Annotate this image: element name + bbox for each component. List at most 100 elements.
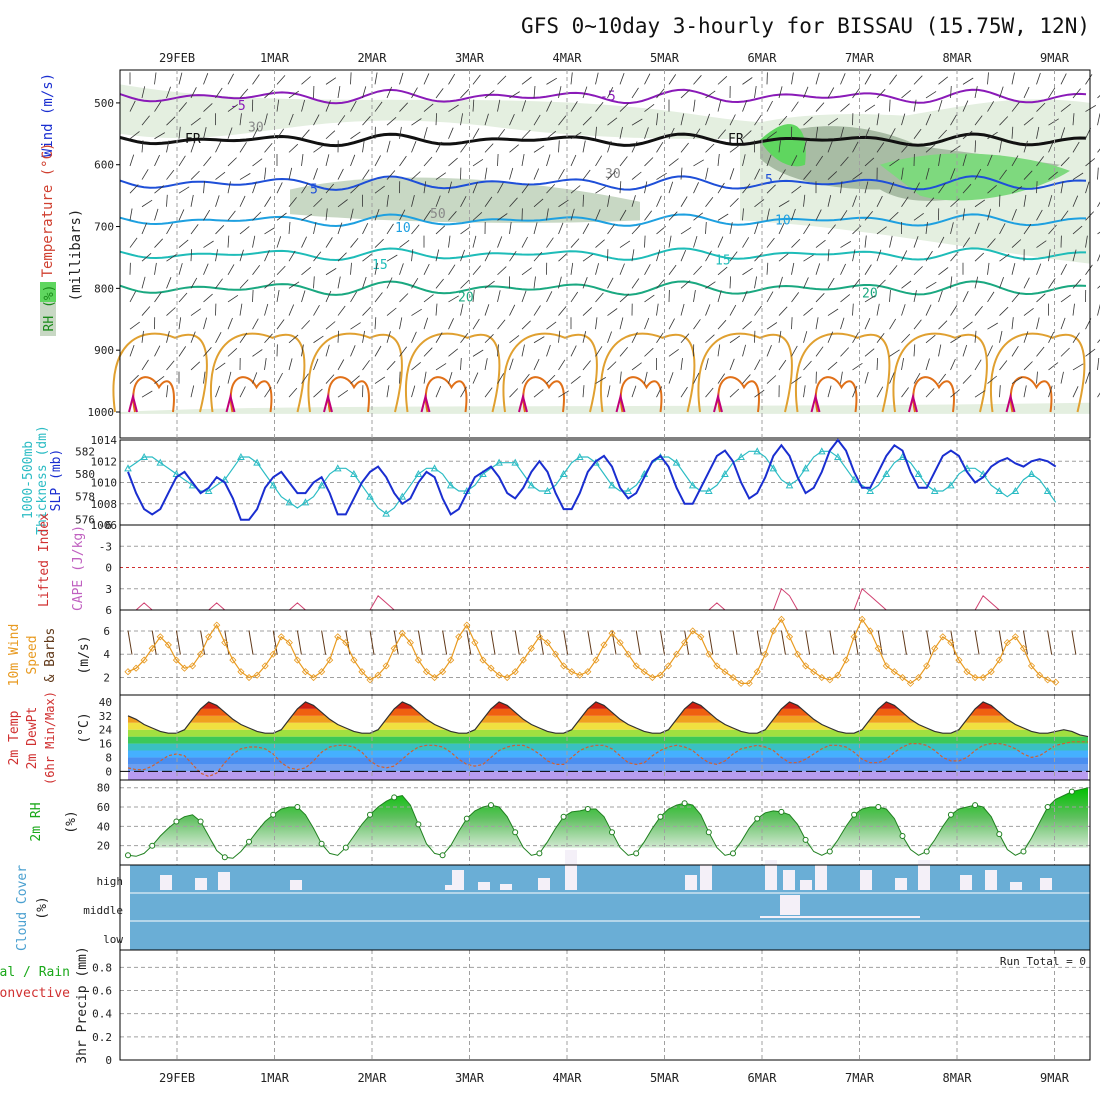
- wind-barb: [129, 237, 138, 248]
- wind-barb: [154, 238, 163, 248]
- wind-barb: [962, 183, 972, 194]
- rh-marker: [173, 818, 180, 825]
- y-tick-label: 20: [97, 840, 110, 853]
- wind-barb: [680, 196, 688, 207]
- rh-marker: [536, 850, 543, 857]
- wind-barb: [987, 184, 997, 194]
- wind-barb: [399, 371, 401, 384]
- wind-speed-marker: [648, 673, 656, 682]
- y-tick-label: 0: [105, 1054, 112, 1067]
- wind-barb: [570, 154, 577, 167]
- wind-barb: [864, 264, 872, 275]
- wind-speed-marker: [616, 639, 624, 647]
- wind-barb: [141, 390, 153, 398]
- wind-barb: [582, 194, 584, 207]
- rain-label: Total / Rain: [0, 965, 70, 980]
- thickness-marker: [834, 452, 842, 460]
- wind-barb: [693, 265, 702, 276]
- wind-barb: [264, 333, 273, 344]
- wind-barb: [840, 210, 848, 221]
- wind-barb: [215, 225, 225, 235]
- wind-barb: [913, 372, 921, 384]
- wind-speed-marker: [366, 676, 374, 684]
- wind-barb: [154, 375, 165, 384]
- wind-barb: [607, 117, 618, 126]
- wind-barb: [166, 277, 172, 289]
- wind-barb: [178, 239, 189, 248]
- wind-barb: [815, 102, 825, 112]
- contour-label: FR: [728, 132, 744, 147]
- wind-barb: [742, 344, 746, 357]
- wind-barb: [448, 181, 452, 194]
- y-tick-label: 1014: [91, 434, 118, 447]
- thickness-marker: [995, 486, 1004, 494]
- wind-barb: [889, 349, 900, 357]
- wind-barb: [913, 344, 916, 357]
- wind-barb: [607, 331, 612, 343]
- wind-barb: [166, 169, 175, 180]
- wind-speed-marker: [519, 656, 527, 664]
- wind-barb: [484, 304, 490, 316]
- wind-barb: [264, 250, 270, 262]
- wind-barb: [252, 74, 260, 85]
- wind-barb: [1060, 127, 1066, 139]
- wind-barb: [717, 153, 720, 167]
- wind-speed-marker: [689, 627, 697, 635]
- wind-barb: [411, 195, 415, 207]
- wind-barb: [460, 226, 471, 235]
- wind-barb: [864, 235, 867, 248]
- contour-label: 15: [715, 254, 731, 269]
- wind-barb-10m: [175, 630, 181, 655]
- wind-barb: [1011, 263, 1016, 275]
- wind-barb: [889, 99, 891, 112]
- wind-barb: [595, 377, 607, 384]
- wind-speed-marker: [1044, 676, 1052, 684]
- cloud-high-bar: [565, 850, 577, 890]
- wind-barb-10m: [442, 630, 448, 655]
- wind-barb: [803, 86, 809, 99]
- wind-speed-marker: [205, 633, 213, 641]
- thickness-marker: [559, 469, 568, 477]
- wind-barb: [276, 236, 282, 248]
- wind-barb: [227, 371, 232, 384]
- wind-barb: [644, 347, 654, 357]
- precip-panel: 0.8 0.6 0.4 0.2 0 Run Total = 0: [92, 949, 1091, 1067]
- wind-barb: [215, 87, 223, 99]
- wind-barb: [693, 159, 705, 167]
- wind-barb: [595, 126, 597, 139]
- wind-barb: [558, 359, 566, 371]
- wind-barb: [460, 89, 470, 99]
- wind-barb: [791, 101, 799, 112]
- wind-barb: [178, 102, 188, 112]
- wind-barb: [864, 210, 874, 221]
- wind-barb-10m: [659, 630, 665, 655]
- wind-barb: [999, 116, 1009, 126]
- thickness-marker: [721, 469, 729, 477]
- wind-barb: [1023, 223, 1032, 235]
- wind-barb: [766, 291, 774, 303]
- wind-barb: [288, 113, 294, 126]
- wind-speed-marker: [132, 664, 140, 672]
- wind-barb: [729, 168, 735, 180]
- wind-barb: [558, 276, 562, 289]
- y-tick-label: 4: [103, 648, 110, 661]
- wind-speed-marker: [1052, 678, 1060, 686]
- wind-barb: [791, 317, 793, 330]
- temp-contour-25: [112, 332, 208, 413]
- wind-barb: [141, 86, 146, 99]
- y-tick-label: 2: [103, 672, 110, 685]
- wind-barb: [864, 371, 869, 384]
- wind-barb: [264, 113, 268, 126]
- wind-speed-marker: [898, 673, 907, 682]
- wind-barb: [484, 196, 493, 207]
- wind-barb: [876, 195, 883, 207]
- wind-barb: [925, 334, 936, 344]
- wind-barb: [1085, 74, 1093, 85]
- y-tick-label: 6: [103, 625, 110, 638]
- wind-barb: [141, 222, 148, 235]
- temp-contour-25: [307, 332, 403, 413]
- wind-barb: [129, 154, 135, 167]
- wind-speed-marker: [810, 668, 818, 676]
- wind-speed-marker: [963, 668, 971, 676]
- temp-contour-30: [522, 376, 565, 413]
